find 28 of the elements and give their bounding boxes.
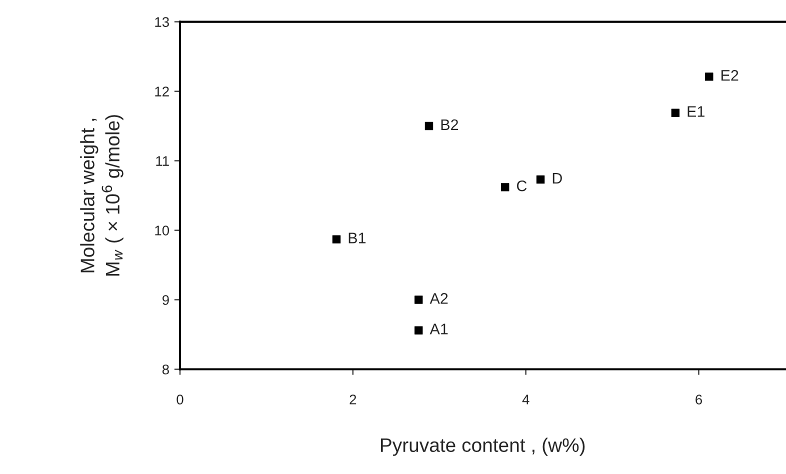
y-tick-label: 12 xyxy=(155,86,169,96)
point xyxy=(414,326,423,334)
annotation: D xyxy=(552,172,562,184)
point xyxy=(332,235,341,244)
point xyxy=(414,296,423,304)
annotation: E1 xyxy=(688,106,704,117)
annotation: B1 xyxy=(348,232,366,244)
annotation: B2 xyxy=(441,119,458,130)
y-tick-label: 11 xyxy=(156,156,169,166)
x-tick-label: 4 xyxy=(522,394,530,404)
y-tick-label: 8 xyxy=(162,364,169,374)
x-tick-label: 0 xyxy=(176,394,184,404)
point xyxy=(536,175,545,184)
annotation: A1 xyxy=(430,324,448,334)
annotation: A2 xyxy=(430,293,448,304)
x-tick-label: 6 xyxy=(696,394,702,404)
annotation: E2 xyxy=(721,70,738,81)
point xyxy=(500,183,510,192)
y-tick-label: 13 xyxy=(155,17,169,27)
point xyxy=(671,108,680,117)
x-axis-title: Pyruvate content , (w%) xyxy=(381,438,585,456)
y-tick-label: 9 xyxy=(162,295,169,305)
point xyxy=(424,122,434,130)
annotation: C xyxy=(516,180,527,192)
x-tick-label: 2 xyxy=(350,394,356,404)
y-axis-title: Molecular weight , M$_{w}$ ( × 10$^{6}$ g/mole) xyxy=(80,115,124,276)
point xyxy=(705,72,714,81)
y-tick-label: 10 xyxy=(155,226,170,236)
